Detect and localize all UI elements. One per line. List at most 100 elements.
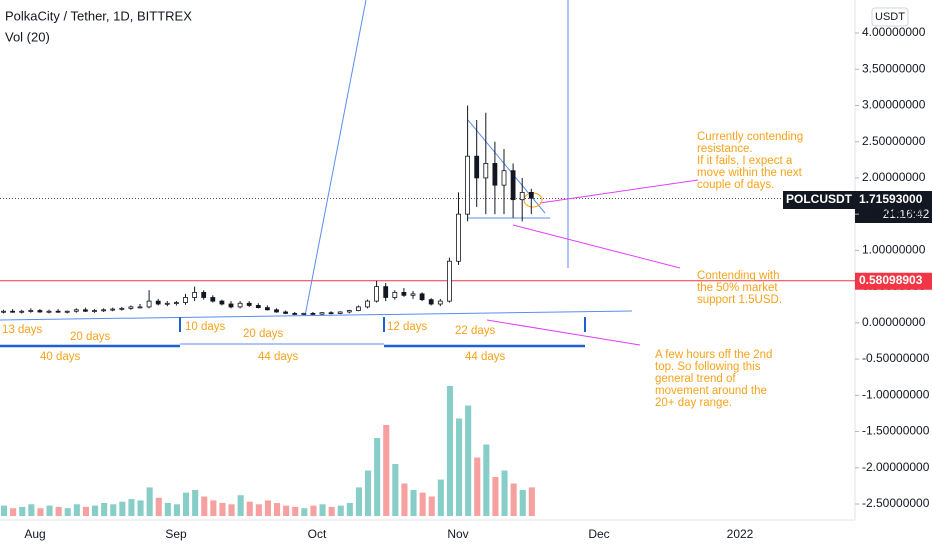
volume-bar <box>164 503 171 516</box>
candle-body <box>119 307 125 310</box>
candle-body <box>228 303 234 308</box>
candle-body <box>64 310 70 313</box>
volume-bar <box>128 499 135 516</box>
candle-body <box>437 300 443 305</box>
volume-bar <box>446 386 453 516</box>
candle-body <box>474 155 480 179</box>
candle-body <box>419 293 425 301</box>
candle-body <box>55 310 61 313</box>
volume-bar <box>55 506 62 516</box>
candle-body <box>528 192 534 199</box>
annotation: couple of days. <box>697 179 774 191</box>
annotation: support 1.5USD. <box>697 294 782 306</box>
volume-bar <box>110 504 117 516</box>
candle-body <box>128 306 134 309</box>
annotation: the 50% market <box>697 282 778 294</box>
candle-body <box>483 163 489 179</box>
volume-bar <box>392 464 399 516</box>
volume-bar <box>155 497 162 516</box>
volume-bar <box>210 500 217 516</box>
volume-bar <box>82 506 89 516</box>
annotation: Currently contending <box>697 131 803 143</box>
volume-bar <box>246 501 253 516</box>
volume-bar <box>119 501 126 516</box>
candle-body <box>1 310 6 313</box>
candle-body <box>510 170 516 201</box>
candle-body <box>346 310 352 313</box>
y-tick-label: 4.00000000 <box>862 25 926 39</box>
candle-body <box>155 300 161 305</box>
day-label: 13 days <box>2 324 43 336</box>
volume-bar <box>474 457 481 516</box>
arrow <box>512 224 681 269</box>
y-tick-label: 3.00000000 <box>862 98 926 112</box>
volume-bar <box>365 470 372 516</box>
x-tick-label: Nov <box>447 527 468 541</box>
day-label: 44 days <box>465 351 506 363</box>
candle-body <box>292 313 298 315</box>
volume-bar <box>292 506 299 516</box>
candle-body <box>146 300 152 308</box>
candle-body <box>246 302 252 306</box>
candle-body <box>210 297 216 302</box>
candle-body <box>46 310 52 313</box>
day-label: 40 days <box>40 351 81 363</box>
volume-bar <box>237 495 244 516</box>
candle-body <box>28 310 34 312</box>
y-tick-label: 1.50000000 <box>862 206 926 220</box>
volume-bar <box>456 418 463 516</box>
day-label: 12 days <box>387 321 428 333</box>
volume-bar <box>219 503 226 516</box>
volume-bar <box>1 505 8 516</box>
volume-bar <box>228 504 235 516</box>
candle-body <box>255 305 261 309</box>
candle-body <box>465 155 471 215</box>
volume-bar <box>10 508 17 516</box>
volume-bar <box>410 490 417 516</box>
candle-body <box>274 309 279 313</box>
currency-button[interactable] <box>871 7 909 27</box>
candle-body <box>410 293 416 296</box>
candle-body <box>92 310 97 312</box>
volume-bar <box>46 505 53 516</box>
volume-bar <box>428 496 435 516</box>
y-tick-label: 1.00000000 <box>862 243 926 257</box>
day-label: 22 days <box>455 325 496 337</box>
annotation: resistance. <box>697 143 753 155</box>
candle-body <box>83 309 88 312</box>
volume-bar <box>19 506 26 516</box>
annotation: 20+ day range. <box>655 397 732 409</box>
candle-body <box>173 302 179 304</box>
annotation: Contending with <box>697 270 779 282</box>
day-label: 20 days <box>243 328 284 340</box>
candle-body <box>310 313 316 315</box>
annotation: move within the next <box>697 167 803 179</box>
volume-bar <box>519 490 526 516</box>
volume-bar <box>101 503 108 516</box>
currency-label: USDT <box>875 11 905 23</box>
arrow <box>486 319 641 346</box>
volume-bar <box>319 504 326 516</box>
candle-body <box>383 286 389 298</box>
day-label: 20 days <box>70 331 111 343</box>
x-tick-label: Oct <box>308 527 327 541</box>
y-tick-label: -2.50000000 <box>862 496 930 510</box>
annotation: general trend of <box>655 373 736 385</box>
day-label: 44 days <box>258 351 299 363</box>
candle-body <box>219 300 225 305</box>
candle-body <box>519 192 525 201</box>
annotation: movement around the <box>655 385 767 397</box>
candle-body <box>110 308 116 311</box>
candle-body <box>355 306 361 311</box>
volume-bar <box>183 492 190 516</box>
volume-bar <box>37 508 44 516</box>
countdown: 21:16:42 <box>883 207 930 221</box>
volume-bar <box>192 490 199 516</box>
x-tick-label: Aug <box>24 527 45 541</box>
support-trend <box>0 310 633 321</box>
candle-body <box>37 310 43 313</box>
candle-body <box>201 292 207 298</box>
candle-body <box>428 299 434 305</box>
symbol-tag-text: POLCUSDT <box>786 192 853 206</box>
candle-body <box>192 292 198 298</box>
